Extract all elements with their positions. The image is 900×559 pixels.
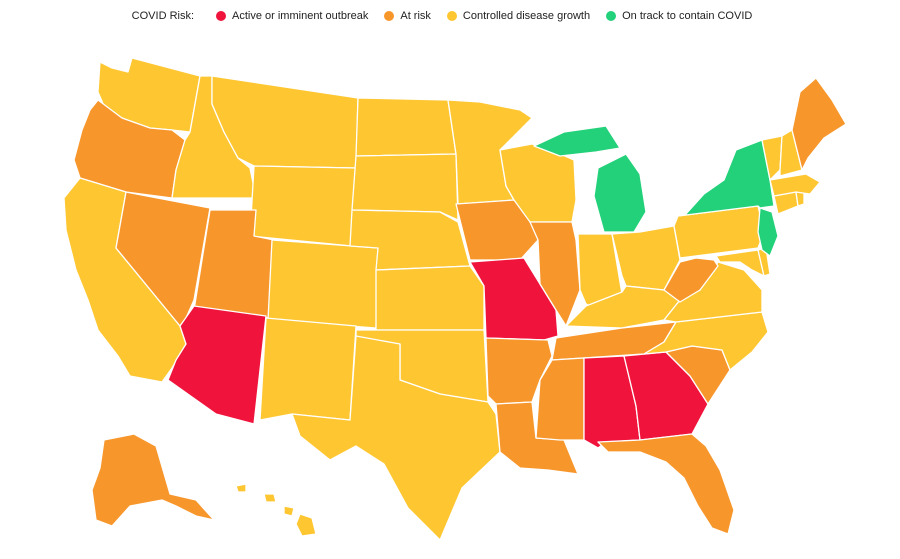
legend-item-risk: At risk bbox=[384, 10, 431, 22]
state-ar[interactable] bbox=[485, 337, 553, 405]
state-az[interactable] bbox=[167, 305, 267, 425]
state-hi[interactable] bbox=[235, 483, 317, 537]
state-fl[interactable] bbox=[597, 433, 735, 535]
legend-title: COVID Risk: bbox=[131, 10, 195, 22]
state-ri[interactable] bbox=[795, 191, 805, 207]
state-mo[interactable] bbox=[469, 257, 559, 341]
legend-item-controlled: Controlled disease growth bbox=[446, 10, 591, 22]
state-nm[interactable] bbox=[259, 317, 357, 421]
state-ny[interactable] bbox=[677, 139, 775, 217]
legend-label-outbreak: Active or imminent outbreak bbox=[232, 10, 369, 22]
legend-swatch-track bbox=[606, 11, 617, 21]
legend-item-outbreak: Active or imminent outbreak bbox=[216, 10, 368, 22]
state-co[interactable] bbox=[267, 239, 379, 329]
legend-label-controlled: Controlled disease growth bbox=[462, 10, 591, 22]
state-wy[interactable] bbox=[249, 165, 357, 247]
state-nd[interactable] bbox=[355, 97, 457, 157]
state-ks[interactable] bbox=[375, 265, 485, 331]
legend-item-track: On track to contain COVID bbox=[606, 10, 752, 22]
state-mi[interactable] bbox=[533, 125, 647, 233]
state-tx[interactable] bbox=[291, 335, 501, 541]
state-nj[interactable] bbox=[757, 207, 779, 257]
legend-swatch-outbreak bbox=[216, 11, 227, 21]
state-la[interactable] bbox=[495, 401, 579, 475]
state-nh[interactable] bbox=[779, 129, 803, 177]
legend-swatch-controlled bbox=[446, 11, 457, 21]
state-sd[interactable] bbox=[351, 153, 459, 221]
state-ak[interactable] bbox=[91, 433, 215, 527]
state-nc[interactable] bbox=[643, 311, 769, 371]
state-ma[interactable] bbox=[769, 173, 821, 197]
legend-label-risk: At risk bbox=[400, 10, 431, 22]
state-wv[interactable] bbox=[663, 257, 719, 303]
legend-label-track: On track to contain COVID bbox=[622, 10, 753, 22]
legend: COVID Risk: Active or imminent outbreak … bbox=[0, 6, 900, 26]
state-me[interactable] bbox=[791, 77, 847, 171]
legend-swatch-risk bbox=[384, 11, 395, 21]
